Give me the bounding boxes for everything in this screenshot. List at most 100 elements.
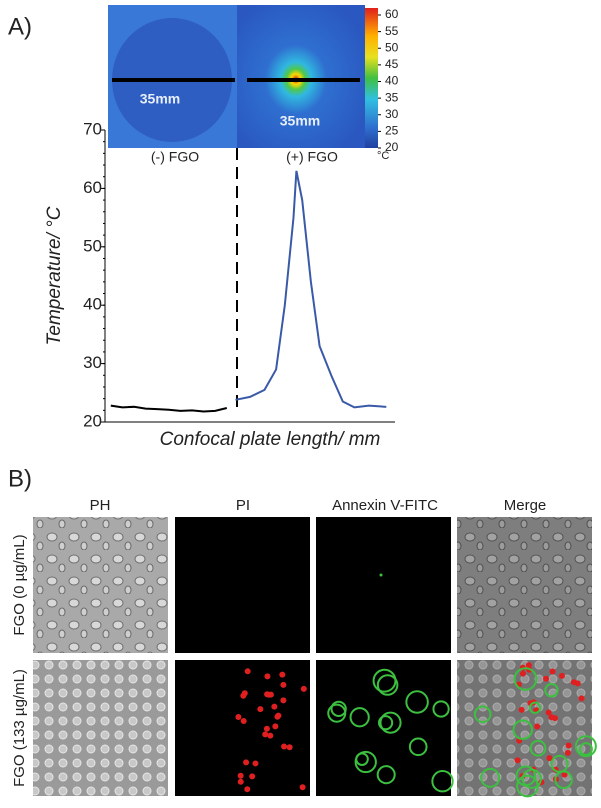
- annexin-stain: [431, 770, 454, 793]
- colorbar-tick-label: 45: [385, 57, 399, 71]
- micrograph-tint: [457, 517, 592, 653]
- annexin-stain: [579, 742, 593, 756]
- pi-stain: [570, 679, 577, 686]
- micrograph: [33, 660, 168, 796]
- pi-stain: [280, 697, 287, 704]
- pi-stain: [257, 706, 264, 713]
- annexin-stain: [432, 700, 450, 718]
- y-tick-label: 40: [83, 295, 102, 314]
- colorbar: [365, 8, 378, 148]
- pi-stain: [249, 773, 256, 780]
- annexin-stain: [376, 765, 396, 785]
- pi-stain: [286, 744, 293, 751]
- pi-stain: [280, 681, 287, 688]
- pi-stain: [279, 671, 286, 678]
- pi-stain: [275, 712, 282, 719]
- data-line: [235, 170, 387, 409]
- image-caption: (+) FGO: [286, 149, 338, 165]
- pi-stain: [561, 771, 568, 778]
- annexin-stain: [515, 765, 537, 787]
- pi-stain: [272, 723, 279, 730]
- pi-stain: [252, 760, 259, 767]
- pi-stain: [240, 717, 247, 724]
- data-line: [110, 404, 228, 413]
- colorbar-tick-label: 40: [385, 74, 399, 88]
- colorbar-tick-label: 60: [385, 7, 399, 21]
- pi-stain: [237, 772, 244, 779]
- annexin-stain: [574, 735, 597, 758]
- column-header: Annexin V-FITC: [332, 497, 438, 514]
- panel-label: B): [8, 465, 32, 492]
- y-tick-label: 30: [83, 353, 102, 372]
- pi-stain: [525, 662, 532, 669]
- pi-stain: [565, 742, 572, 749]
- pi-stain: [267, 732, 274, 739]
- thermal-image: [237, 5, 365, 148]
- micrograph: [175, 517, 310, 653]
- pi-stain: [578, 695, 585, 702]
- x-axis-title: Confocal plate length/ mm: [160, 429, 381, 450]
- colorbar-tick-label: 30: [385, 107, 399, 121]
- colorbar-unit: °C: [377, 150, 389, 162]
- pi-stain: [543, 675, 550, 682]
- column-header: PI: [236, 497, 250, 514]
- micrograph: [33, 517, 168, 653]
- pi-stain: [549, 668, 556, 675]
- y-tick-label: 50: [83, 236, 102, 255]
- y-tick-label: 70: [83, 119, 102, 138]
- colorbar-tick-label: 55: [385, 24, 399, 38]
- image-caption: (-) FGO: [151, 149, 199, 165]
- scale-label: 35mm: [140, 91, 180, 107]
- micrograph: [175, 660, 310, 796]
- annexin-stain: [408, 737, 428, 757]
- micrographs: [33, 517, 597, 798]
- annexin-stain: [376, 674, 399, 696]
- row-label: FGO (0 µg/mL): [11, 534, 28, 635]
- annexin-stain: [473, 705, 492, 724]
- panel-label: A): [8, 13, 32, 40]
- pi-stain: [534, 723, 541, 730]
- pi-stain: [300, 685, 307, 692]
- annexin-stain: [528, 701, 542, 714]
- annexin-stain: [330, 700, 347, 717]
- y-tick-label: 60: [83, 178, 102, 197]
- annexin-stain: [516, 774, 539, 798]
- annexin-stain: [512, 719, 533, 740]
- pi-stain: [545, 709, 552, 716]
- colorbar-tick-label: 20: [385, 140, 399, 154]
- pi-stain: [244, 786, 251, 793]
- pi-stain: [244, 668, 251, 675]
- pi-stain: [243, 759, 250, 766]
- pi-stain: [264, 673, 271, 680]
- y-axis-title: Temperature/ °C: [44, 206, 65, 345]
- annexin-stain: [513, 667, 538, 691]
- pi-stain: [564, 749, 571, 756]
- pi-stain: [265, 691, 272, 698]
- pi-stain: [552, 715, 559, 722]
- annexin-stain: [354, 750, 377, 774]
- pi-stain: [241, 690, 248, 697]
- pi-stain: [263, 725, 270, 732]
- pi-stain: [514, 757, 521, 764]
- pi-stain: [518, 706, 525, 713]
- scale-label: 35mm: [280, 113, 320, 129]
- colorbar-tick-label: 25: [385, 124, 399, 138]
- annexin-stain: [544, 683, 559, 698]
- row-label: FGO (133 µg/mL): [11, 669, 28, 787]
- annexin-stain: [379, 711, 402, 734]
- column-header: Merge: [504, 497, 547, 514]
- annexin-stain: [349, 707, 370, 728]
- pi-stain: [519, 670, 526, 677]
- annexin-stain: [550, 754, 569, 773]
- pi-stain: [558, 672, 565, 679]
- annexin-stain: [529, 739, 547, 757]
- pi-stain: [237, 778, 244, 785]
- annexin-stain: [379, 573, 383, 577]
- annexin-stain: [327, 703, 347, 723]
- pi-stain: [546, 755, 553, 762]
- colorbar-tick-label: 50: [385, 40, 399, 54]
- pi-stain: [271, 703, 278, 710]
- y-tick-label: 20: [83, 411, 102, 430]
- annexin-stain: [377, 715, 394, 731]
